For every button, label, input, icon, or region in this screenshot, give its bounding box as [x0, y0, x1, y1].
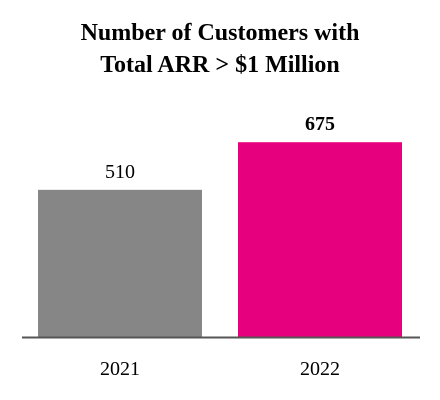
bar-2022: [238, 142, 402, 337]
labels-group: 510 2021 675 2022: [100, 113, 340, 380]
data-label-2021: 510: [105, 161, 135, 183]
data-label-2022: 675: [305, 113, 335, 135]
x-tick-2022: 2022: [300, 358, 340, 380]
bar-2021: [38, 189, 202, 337]
bars-group: [38, 142, 402, 337]
chart-title-line-2: Total ARR > $1 Million: [100, 52, 339, 78]
x-tick-2021: 2021: [100, 358, 140, 380]
chart-title-line-1: Number of Customers with: [81, 20, 360, 46]
